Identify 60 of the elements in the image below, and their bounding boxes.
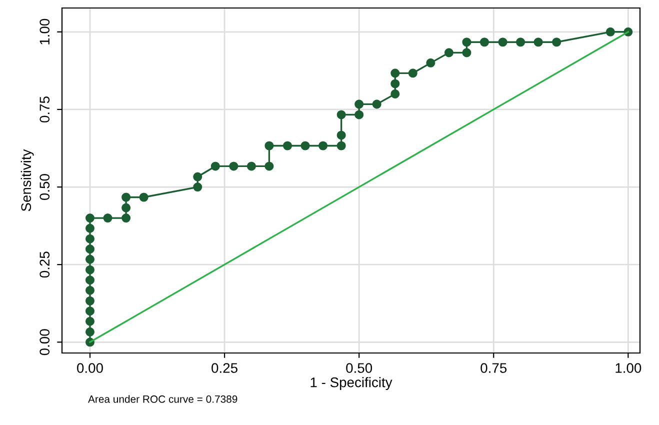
x-tick-label: 0.00 [77, 363, 103, 373]
point [552, 38, 562, 47]
point [300, 141, 310, 150]
point [390, 68, 400, 78]
x-tick-label: 0.75 [480, 363, 507, 373]
point [85, 265, 94, 274]
y-tick-label: 0.75 [40, 96, 50, 122]
point [354, 100, 364, 109]
point [390, 79, 400, 88]
point [229, 162, 238, 171]
y-tick-label: 0.50 [40, 174, 50, 200]
point [85, 244, 94, 254]
point [85, 316, 94, 326]
text: Area under ROC curve = 0.7389 [88, 395, 238, 403]
point [444, 48, 454, 58]
point [336, 141, 346, 150]
point [85, 224, 94, 233]
y-axis-title: Sensitivity [20, 149, 34, 212]
point [193, 172, 202, 182]
point [408, 68, 418, 78]
point [372, 100, 382, 109]
point [390, 89, 400, 98]
point [85, 254, 94, 264]
point [264, 162, 274, 171]
point [139, 192, 148, 202]
point [318, 141, 328, 150]
point [246, 162, 256, 171]
point [85, 296, 94, 306]
point [282, 141, 292, 150]
point [193, 182, 202, 192]
x-tick-label: 0.50 [346, 363, 372, 373]
point [103, 214, 112, 223]
point [85, 286, 94, 295]
point [516, 38, 526, 47]
y-tick-label: 0.25 [40, 252, 50, 278]
point [210, 162, 220, 171]
x-axis-title: 1 - Specificity [310, 377, 392, 390]
point [462, 38, 472, 47]
x-tick-label: 1.00 [616, 363, 642, 373]
point [122, 214, 131, 223]
point [336, 110, 346, 120]
point [85, 327, 94, 336]
point [122, 192, 131, 202]
y-tick-label: 1.00 [40, 18, 50, 44]
point [426, 58, 436, 68]
point [85, 276, 94, 285]
point [336, 130, 346, 140]
point [85, 214, 94, 223]
point [122, 203, 131, 212]
point [480, 38, 489, 47]
y-tick-label: 0.00 [40, 329, 50, 356]
point [606, 27, 615, 36]
point [85, 234, 94, 244]
point [462, 48, 472, 58]
point [534, 38, 543, 47]
point [354, 110, 364, 120]
point [264, 141, 274, 150]
x-tick-label: 0.25 [212, 363, 238, 373]
point [85, 306, 94, 316]
point [498, 38, 508, 47]
